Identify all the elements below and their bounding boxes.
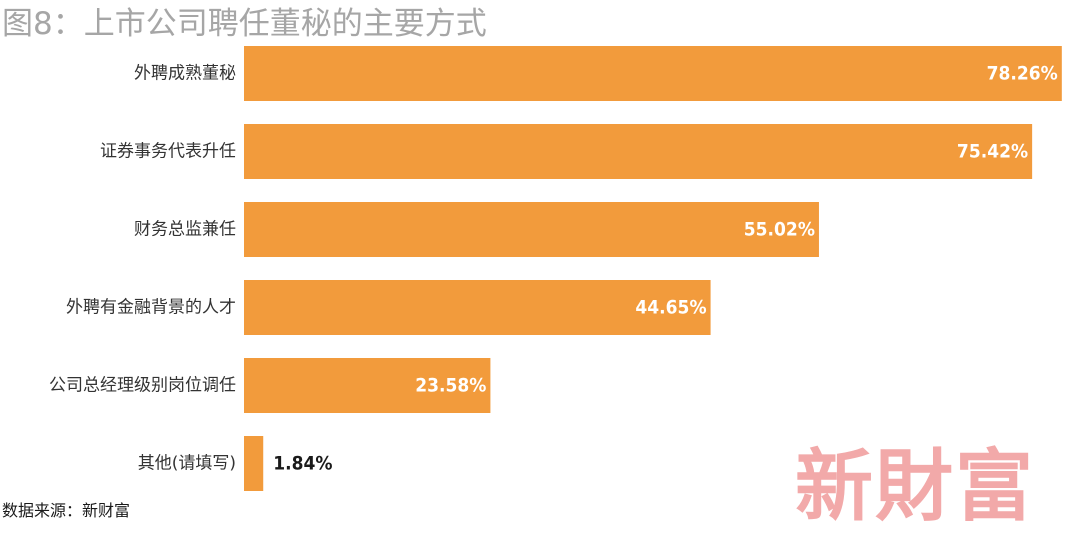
bar [244,436,264,491]
value-label: 78.26% [987,63,1058,85]
category-label: 外聘成熟董秘 [134,63,236,84]
bars-layer: 外聘成熟董秘 78.26% 证券事务代表升任 75.42% 财务总监兼任 55.02% 外聘… [49,46,1062,491]
chart-title: 图8：上市公司聘任董秘的主要方式 [2,6,487,42]
category-label: 证券事务代表升任 [100,142,236,162]
bar [244,280,711,335]
category-label: 财务总监兼任 [134,220,236,240]
bar [244,124,1033,179]
value-label: 23.58% [415,375,486,397]
bar-chart: 外聘成熟董秘 78.26% 证券事务代表升任 75.42% 财务总监兼任 55.02% 外聘… [49,46,1062,491]
category-label: 外聘有金融背景的人才 [66,298,236,318]
bar [244,202,819,257]
value-label: 44.65% [635,297,706,319]
value-label: 55.02% [744,219,815,241]
bar [244,358,491,413]
bar [244,46,1062,101]
value-label: 75.42% [957,141,1028,163]
category-label: 公司总经理级别岗位调任 [49,376,236,396]
watermark-logo: 新財富 [795,441,1036,532]
source-note: 数据来源：新财富 [2,501,131,520]
category-label: 其他(请填写) [138,454,236,474]
value-label: 1.84% [273,453,332,475]
